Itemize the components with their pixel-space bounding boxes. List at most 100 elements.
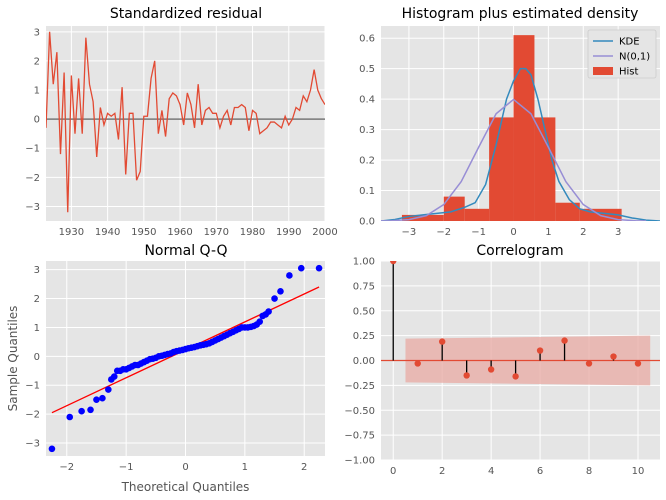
histogram-bar — [513, 35, 535, 221]
residual-series-line — [46, 31, 325, 213]
legend-swatch — [593, 67, 613, 75]
x-tick-label: −2 — [59, 462, 74, 473]
panel-1: 1930 1940 1950 1960 1970 1980 1990 2000 −3 −2 −1 0 1… — [25, 6, 337, 238]
x-tick-label: 1960 — [167, 227, 192, 238]
qq-point — [87, 406, 94, 414]
qq-point — [78, 407, 85, 415]
plot-marks — [46, 31, 325, 213]
y-tick-label: 1 — [34, 86, 40, 97]
panel-3: −2 −1 0 1 2 −3 −2 −1 0 1 2 3 Normal Q-Q Theoretical Q… — [6, 243, 325, 494]
y-tick-label: 0 — [34, 115, 40, 126]
x-tick-label: −1 — [119, 462, 134, 473]
y-tick-label: −1.00 — [344, 456, 375, 467]
y-tick-label: 0.50 — [353, 306, 375, 317]
qq-point — [110, 373, 118, 380]
plot-marks — [381, 261, 660, 386]
y-tick-label: 3 — [34, 265, 40, 276]
y-tick-label: 0.75 — [353, 281, 375, 292]
acf-point — [438, 338, 446, 345]
acf-point — [463, 372, 470, 379]
qq-point — [265, 308, 272, 315]
y-tick-label: −0.25 — [344, 381, 375, 392]
panel-title: Standardized residual — [110, 6, 262, 22]
panel-title: Histogram plus estimated density — [402, 6, 639, 22]
histogram-bar — [443, 196, 465, 221]
legend-label: N(0,1) — [619, 52, 650, 63]
x-tick-label: 6 — [537, 466, 543, 477]
y-tick-label: −0.50 — [344, 406, 375, 417]
y-tick-label: 0.00 — [353, 356, 375, 367]
histogram-bar — [555, 202, 580, 221]
panel-2: −3 −2 −1 0 1 2 3 0.0 0.1 0.2 0.3 0.4 0.5 0.6 Histogram… — [359, 6, 660, 238]
panel-4: 0 2 4 6 8 10 −1.00 −0.75 −0.50 −0.25 0.00 0.25 0.50 0… — [344, 243, 660, 477]
y-tick-label: −1 — [25, 381, 40, 392]
acf-point — [390, 261, 397, 265]
y-tick-label: 0.0 — [359, 217, 375, 228]
acf-point — [512, 373, 519, 380]
panel-title: Normal Q-Q — [144, 243, 227, 259]
y-tick-label: −3 — [25, 439, 40, 450]
x-tick-label: 0 — [390, 466, 396, 477]
qq-point — [271, 295, 278, 302]
y-tick-label: 2 — [34, 294, 40, 305]
y-tick-label: −2 — [25, 410, 40, 421]
x-tick-label: 1950 — [131, 227, 156, 238]
histogram-bar — [401, 214, 444, 221]
y-tick-label: 0.6 — [359, 34, 375, 45]
acf-point — [414, 360, 421, 367]
acf-point — [610, 353, 617, 360]
y-tick-label: 0.5 — [359, 64, 375, 75]
qq-point — [297, 264, 305, 272]
x-tick-label: 1970 — [204, 227, 229, 238]
x-tick-label: 0 — [182, 462, 188, 473]
y-tick-label: −1 — [25, 144, 40, 155]
x-tick-label: −2 — [436, 227, 451, 238]
histogram-bar — [489, 117, 514, 221]
acf-point — [634, 360, 642, 367]
qq-point — [48, 445, 56, 453]
y-tick-label: 0.4 — [359, 95, 375, 106]
x-tick-label: 0 — [510, 227, 516, 238]
normal-density-line — [381, 98, 647, 221]
qq-point — [66, 413, 74, 421]
x-tick-label: 4 — [488, 466, 494, 477]
histogram-bar — [534, 117, 556, 221]
legend-label: KDE — [619, 37, 640, 48]
x-tick-label: 1 — [545, 227, 551, 238]
x-tick-label: 2 — [439, 466, 445, 477]
y-tick-label: 0.1 — [359, 186, 375, 197]
qq-point — [256, 318, 264, 325]
x-tick-label: 2 — [580, 227, 586, 238]
y-tick-label: 0.3 — [359, 125, 375, 136]
acf-point — [536, 347, 544, 354]
legend-label: Hist — [619, 67, 639, 78]
y-tick-label: 2 — [34, 56, 40, 67]
plot-marks — [381, 35, 660, 221]
histogram-bar — [464, 208, 490, 221]
x-tick-label: −3 — [402, 227, 417, 238]
y-tick-label: 1 — [34, 323, 40, 334]
plot-area — [46, 26, 325, 221]
y-tick-label: 1.00 — [353, 257, 375, 268]
qq-point — [277, 288, 284, 295]
y-tick-label: −0.75 — [344, 431, 375, 442]
x-tick-label: 1980 — [240, 227, 265, 238]
x-tick-label: 2 — [301, 462, 307, 473]
x-tick-label: −1 — [471, 227, 486, 238]
x-tick-label: 3 — [615, 227, 621, 238]
acf-point — [561, 337, 568, 344]
y-axis-label: Sample Quantiles — [6, 306, 20, 412]
x-tick-label: 8 — [586, 466, 592, 477]
qq-point — [286, 272, 293, 279]
x-tick-label: 1930 — [59, 227, 84, 238]
kde-line — [381, 67, 660, 221]
y-tick-label: −3 — [25, 202, 40, 213]
y-tick-label: 3 — [34, 27, 40, 38]
qq-point — [93, 396, 100, 403]
x-tick-label: 10 — [632, 466, 645, 477]
qq-point — [315, 264, 323, 272]
qq-point — [105, 386, 112, 393]
qq-point — [99, 394, 106, 402]
acf-point — [487, 366, 495, 373]
